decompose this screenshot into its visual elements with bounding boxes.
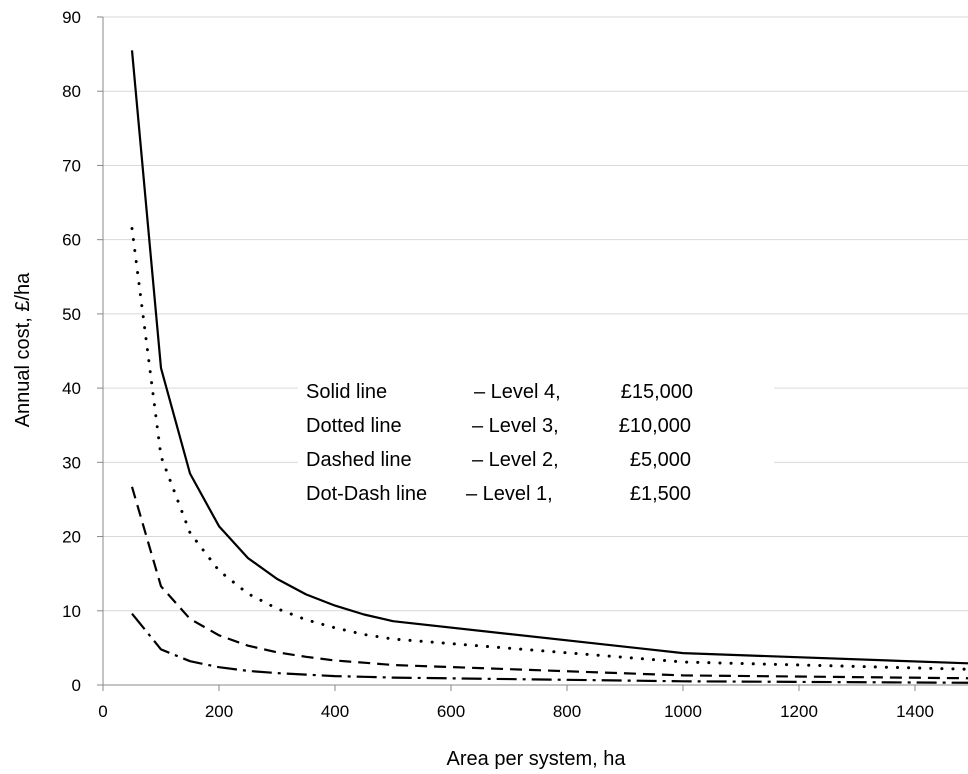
legend-cost-4: £1,500 xyxy=(630,483,691,505)
y-tick-label-60: 60 xyxy=(62,231,81,250)
legend-cost-1: £15,000 xyxy=(621,381,693,403)
legend-entry-2: Dotted line – Level 3, £10,000 xyxy=(306,415,691,437)
x-tick-label-600: 600 xyxy=(437,702,465,721)
legend-level-2: – Level 3, xyxy=(472,415,559,437)
x-tick-label-0: 0 xyxy=(98,702,107,721)
x-tick-label-1400: 1400 xyxy=(896,702,934,721)
axes xyxy=(97,16,968,691)
legend-level-1: – Level 4, xyxy=(474,381,561,403)
x-tick-labels: 0 200 400 600 800 1000 1200 1400 xyxy=(98,702,934,721)
series-line-solid xyxy=(130,50,968,665)
x-tick-label-1200: 1200 xyxy=(780,702,818,721)
legend-entry-4: Dot-Dash line – Level 1, £1,500 xyxy=(306,483,691,505)
series-line-dashed xyxy=(130,486,968,680)
legend-cost-2: £10,000 xyxy=(619,415,691,437)
legend-level-3: – Level 2, xyxy=(472,449,559,471)
x-axis-title: Area per system, ha xyxy=(447,748,627,770)
legend-cost-3: £5,000 xyxy=(630,449,691,471)
y-tick-label-70: 70 xyxy=(62,156,81,175)
x-tick-label-1000: 1000 xyxy=(664,702,702,721)
y-tick-label-10: 10 xyxy=(62,602,81,621)
legend-entry-3: Dashed line – Level 2, £5,000 xyxy=(306,449,691,471)
x-tick-label-200: 200 xyxy=(205,702,233,721)
y-tick-label-50: 50 xyxy=(62,305,81,324)
y-tick-label-30: 30 xyxy=(62,453,81,472)
legend-style-2: Dotted line xyxy=(306,415,402,437)
y-tick-labels: 0 10 20 30 40 50 60 70 80 90 xyxy=(62,8,81,695)
series-lines xyxy=(130,50,968,684)
x-tick-label-800: 800 xyxy=(553,702,581,721)
legend-entry-1: Solid line – Level 4, £15,000 xyxy=(306,381,693,403)
series-line-dotdash xyxy=(131,613,968,684)
y-tick-label-40: 40 xyxy=(62,379,81,398)
legend-background xyxy=(298,372,774,512)
legend-level-4: – Level 1, xyxy=(466,483,553,505)
y-tick-label-20: 20 xyxy=(62,528,81,547)
x-tick-label-400: 400 xyxy=(321,702,349,721)
y-tick-label-80: 80 xyxy=(62,82,81,101)
legend: Solid line – Level 4, £15,000 Dotted lin… xyxy=(298,372,774,512)
gridlines xyxy=(103,16,968,612)
legend-style-1: Solid line xyxy=(306,381,387,403)
series-line-dotted xyxy=(130,227,968,671)
legend-style-3: Dashed line xyxy=(306,449,412,471)
y-tick-label-90: 90 xyxy=(62,8,81,27)
legend-style-4: Dot-Dash line xyxy=(306,483,427,505)
y-tick-label-0: 0 xyxy=(72,676,81,695)
y-axis-title: Annual cost, £/ha xyxy=(12,272,34,427)
